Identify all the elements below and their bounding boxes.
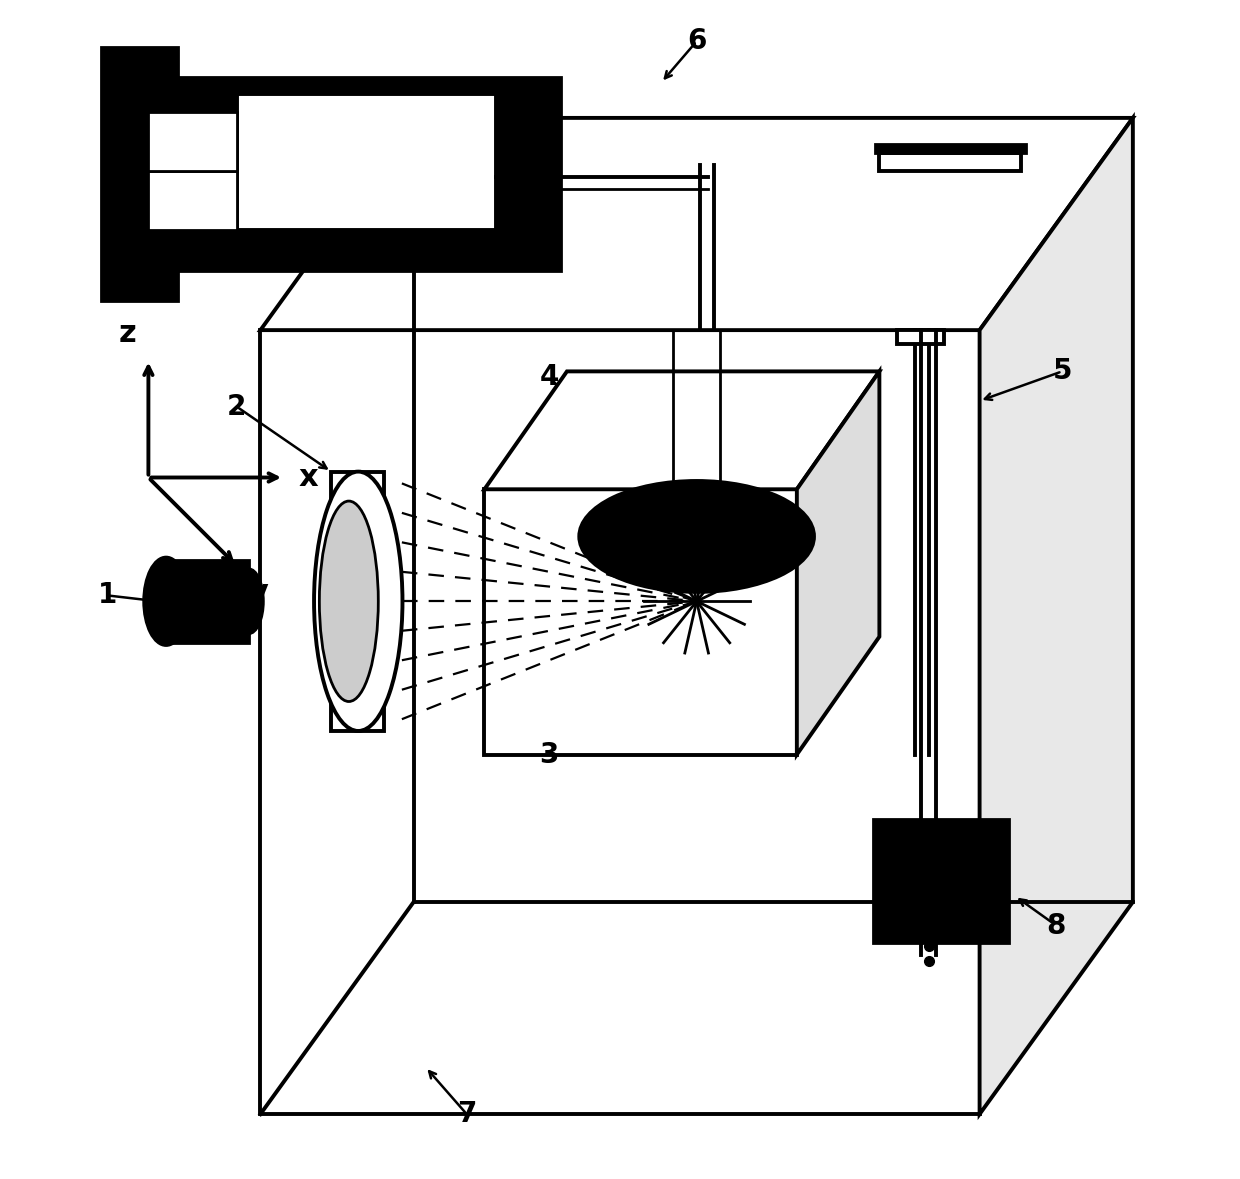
Ellipse shape xyxy=(579,480,815,592)
Bar xyxy=(331,472,384,731)
Text: 7: 7 xyxy=(458,1100,476,1128)
Text: y: y xyxy=(248,578,269,607)
Bar xyxy=(897,330,944,344)
Text: 6: 6 xyxy=(687,27,707,55)
Text: z: z xyxy=(118,318,136,348)
Bar xyxy=(149,112,237,171)
Ellipse shape xyxy=(320,501,378,702)
Ellipse shape xyxy=(144,558,188,646)
Bar xyxy=(873,819,1009,943)
Polygon shape xyxy=(260,118,1133,330)
Bar xyxy=(166,560,248,643)
Text: 3: 3 xyxy=(539,740,559,769)
Bar xyxy=(879,153,1021,171)
Text: 2: 2 xyxy=(227,393,247,421)
Bar xyxy=(874,144,1025,153)
Bar xyxy=(237,94,496,230)
Text: 5: 5 xyxy=(1053,357,1071,386)
Polygon shape xyxy=(485,489,797,755)
Ellipse shape xyxy=(234,568,263,634)
Polygon shape xyxy=(797,371,879,755)
Text: 1: 1 xyxy=(98,581,117,610)
Text: x: x xyxy=(298,463,317,492)
Text: 8: 8 xyxy=(1047,911,1066,940)
Polygon shape xyxy=(260,330,980,1114)
Polygon shape xyxy=(980,118,1133,1114)
Bar xyxy=(125,77,560,271)
Polygon shape xyxy=(485,371,879,489)
Bar xyxy=(149,171,237,230)
Bar xyxy=(102,47,177,301)
Ellipse shape xyxy=(314,472,403,731)
Text: 4: 4 xyxy=(539,363,559,391)
